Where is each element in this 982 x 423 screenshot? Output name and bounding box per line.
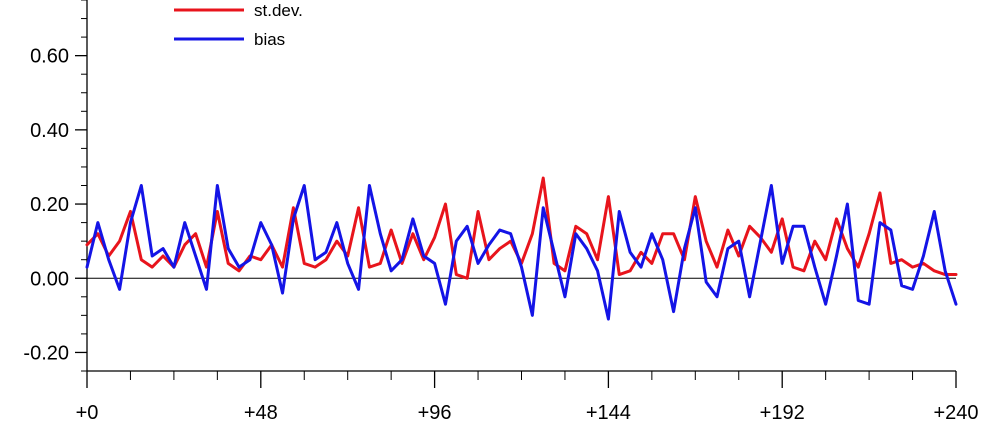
y-tick-label: 0.20: [30, 194, 69, 216]
y-tick-label: 0.40: [30, 120, 69, 142]
x-tick-label: +48: [244, 402, 278, 423]
legend-label-stdev: st.dev.: [254, 1, 303, 20]
legend-label-bias: bias: [254, 30, 285, 49]
x-tick-label: +192: [760, 402, 805, 423]
y-tick-label: 0.00: [30, 268, 69, 290]
x-tick-label: +96: [418, 402, 452, 423]
legend: st.dev. bias: [174, 1, 303, 49]
y-tick-label: 0.60: [30, 46, 69, 68]
x-tick-label: +144: [586, 402, 631, 423]
x-tick-label: +0: [76, 402, 99, 423]
series-line-bias: [85, 184, 958, 321]
axis-ticks: -0.20 0.00 0.20 0.40 0.60 +0 +48 +96 +144 +192 +24…: [23, 0, 979, 423]
series-lines: [85, 176, 958, 321]
x-tick-label: +240: [933, 402, 978, 423]
y-tick-label: -0.20: [23, 342, 69, 364]
